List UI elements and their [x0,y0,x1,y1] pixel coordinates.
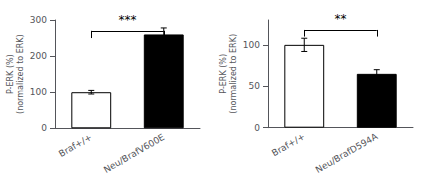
svg-text:Braf+/+: Braf+/+ [57,132,94,159]
svg-text:50: 50 [249,81,261,91]
svg-text:200: 200 [30,51,47,61]
svg-text:**: ** [335,12,347,26]
svg-text:(normalized to ERK): (normalized to ERK) [229,34,238,114]
svg-text:0: 0 [254,123,260,133]
svg-text:Braf+/+: Braf+/+ [270,131,307,158]
svg-text:0: 0 [41,123,47,133]
svg-text:Neu/BrafD594A: Neu/BrafD594A [314,131,380,175]
svg-text:P-ERK (%): P-ERK (%) [6,54,15,94]
svg-text:***: *** [119,13,137,27]
svg-text:Neu/BrafV600E: Neu/BrafV600E [102,132,167,175]
svg-text:100: 100 [243,40,260,50]
svg-text:(normalized to ERK): (normalized to ERK) [16,34,25,114]
svg-text:300: 300 [30,15,47,25]
svg-text:100: 100 [30,87,47,97]
svg-text:P-ERK (%): P-ERK (%) [219,54,228,94]
